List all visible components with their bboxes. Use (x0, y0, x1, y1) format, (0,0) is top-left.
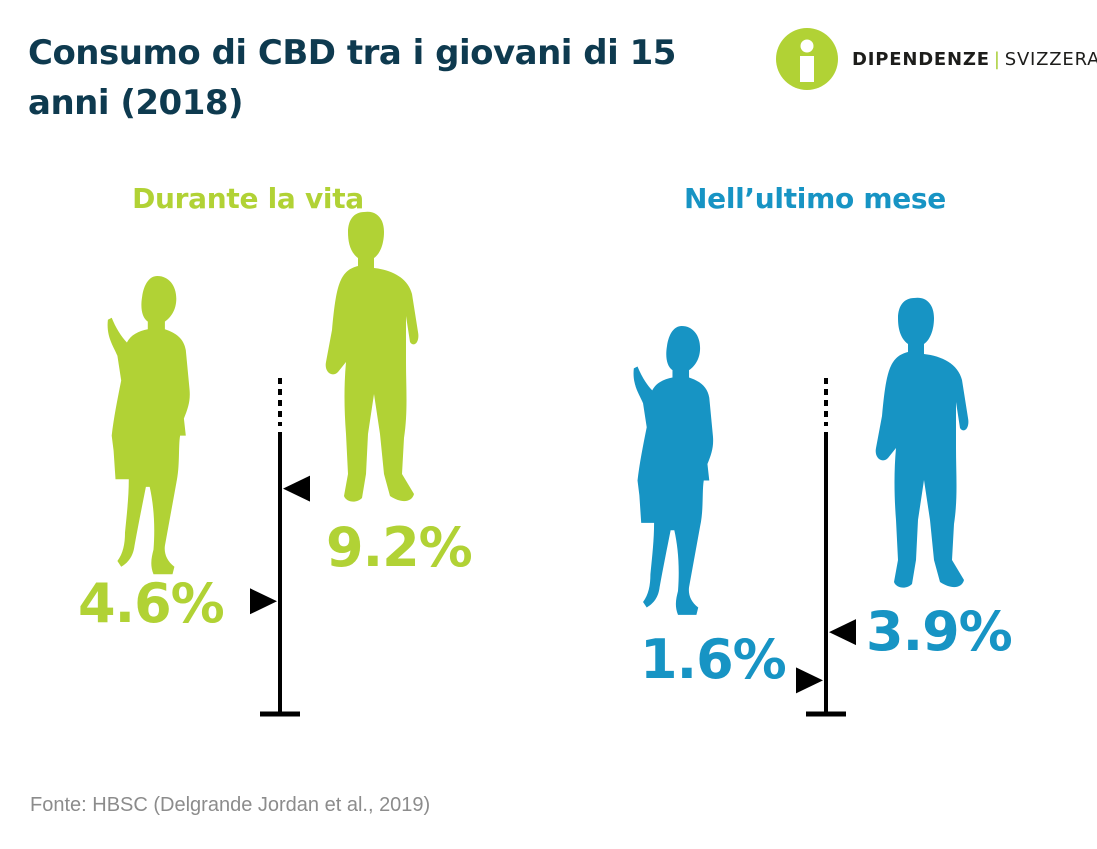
value-label-month-boys: 3.9% (866, 600, 1013, 663)
logo-word-2: SVIZZERA (1004, 48, 1097, 70)
value-label-lifetime-girls: 4.6% (78, 572, 225, 635)
lifetime-girl-silhouette (107, 276, 190, 575)
logo: DIPENDENZE | SVIZZERA (776, 28, 1097, 90)
source-note: Fonte: HBSC (Delgrande Jordan et al., 20… (30, 794, 431, 816)
month-marker-girls (796, 667, 823, 694)
value-label-lifetime-boys: 9.2% (326, 516, 473, 579)
logo-text: DIPENDENZE | SVIZZERA (852, 49, 1097, 70)
logo-separator: | (993, 48, 1001, 70)
month-marker-boys (829, 619, 856, 646)
month-boy-silhouette (875, 297, 969, 588)
month-girl-silhouette (633, 326, 714, 615)
panel-title-month: Nell’ultimo mese (684, 182, 946, 215)
value-label-month-girls: 1.6% (640, 628, 787, 691)
logo-icon (776, 28, 838, 90)
lifetime-boy-silhouette (325, 211, 419, 502)
panel-title-lifetime: Durante la vita (132, 182, 364, 215)
lifetime-marker-boys (283, 475, 310, 502)
lifetime-marker-girls (250, 588, 277, 615)
page-title: Consumo di CBD tra i giovani di 15 anni … (28, 33, 676, 123)
logo-word-1: DIPENDENZE (852, 48, 990, 70)
